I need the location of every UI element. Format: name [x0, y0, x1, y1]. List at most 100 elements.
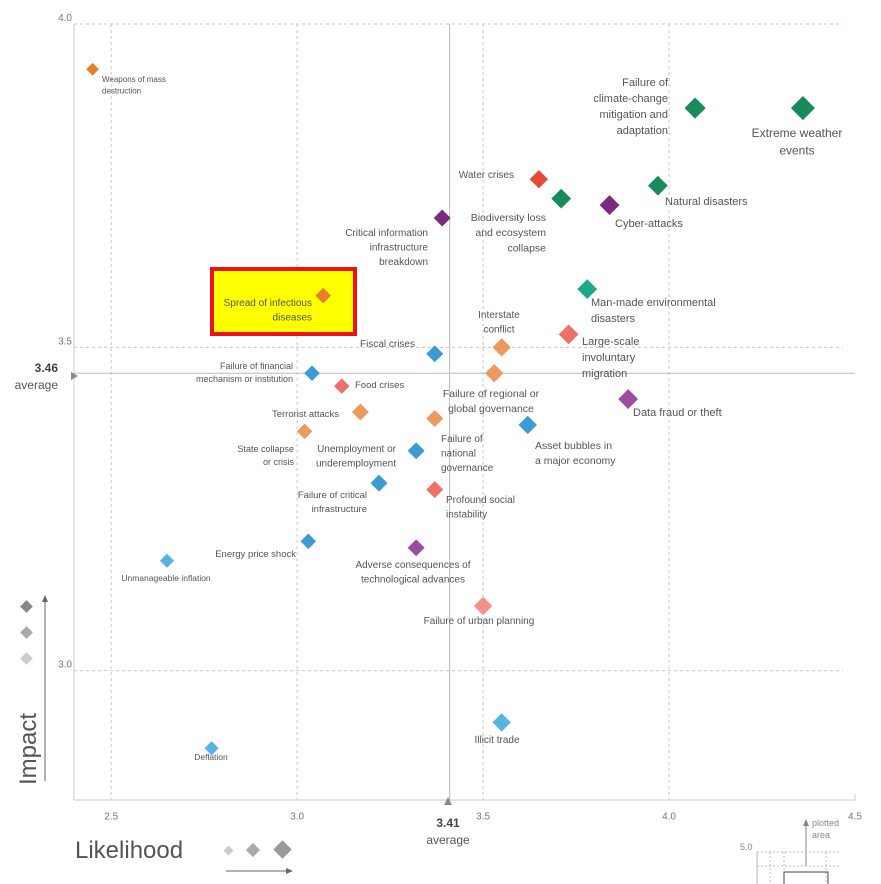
y-tick-label: 4.0	[58, 13, 72, 24]
risk-label: events	[779, 143, 814, 157]
risk-label: Energy price shock	[215, 549, 296, 560]
x-average-marker	[444, 797, 452, 805]
likelihood-arrow-head	[286, 868, 293, 874]
risk-label: diseases	[273, 313, 312, 324]
risk-label: Large-scale	[582, 336, 639, 348]
risk-point	[529, 170, 549, 189]
impact-arrow-head	[42, 595, 48, 602]
risk-label: Food crises	[355, 380, 404, 391]
risk-label: Biodiversity loss	[471, 212, 546, 224]
risk-label: Weapons of mass	[102, 75, 166, 84]
x-tick-label: 3.5	[476, 811, 490, 822]
risk-points: Weapons of mass destruction Extreme weathe…	[86, 62, 843, 762]
risk-point	[492, 713, 511, 732]
risk-label: Profound social	[446, 495, 515, 506]
risk-label: collapse	[507, 242, 546, 254]
risk-point	[790, 96, 815, 121]
risk-label: Failure of	[441, 434, 483, 445]
risk-point	[558, 324, 579, 345]
risk-label: Interstate	[478, 310, 520, 321]
likelihood-legend-diamond-small	[223, 845, 234, 856]
risk-label: infrastructure	[370, 243, 429, 254]
y-tick-label: 3.5	[58, 336, 72, 347]
inset-tick: 5.0	[740, 842, 753, 852]
x-axis-title: Likelihood	[75, 837, 183, 864]
risk-label: global governance	[448, 403, 534, 415]
risk-point	[159, 553, 175, 568]
risk-label: Unemployment or	[317, 444, 397, 455]
y-average-value: 3.46	[35, 361, 59, 375]
risk-point	[551, 188, 572, 209]
risk-point	[86, 62, 99, 76]
risk-label: conflict	[483, 325, 514, 336]
risk-label: Illicit trade	[474, 735, 519, 746]
risk-point	[599, 195, 620, 215]
risk-point	[370, 474, 388, 492]
risk-label: Asset bubbles in	[535, 440, 612, 452]
risk-label: State collapse	[237, 444, 294, 454]
tick-labels: 2.5 3.0 3.5 4.0 4.5 3.0 3.5 4.0	[58, 13, 862, 822]
risk-point	[204, 741, 219, 756]
risk-label: Failure of critical	[298, 490, 367, 501]
risk-label: destruction	[102, 87, 141, 96]
y-average-marker	[71, 372, 78, 380]
risk-point	[473, 596, 493, 616]
risk-label: Failure of regional or	[443, 388, 540, 400]
risk-label: Fiscal crises	[360, 339, 415, 350]
risk-label: Failure of urban planning	[424, 616, 535, 627]
inset-plotted-rect	[783, 871, 829, 884]
inset-label-line1: plotted	[812, 818, 839, 828]
x-tick-label: 4.5	[848, 811, 862, 822]
risk-label: a major economy	[535, 455, 616, 467]
risk-point	[304, 365, 320, 381]
risk-point	[426, 345, 444, 363]
risk-label: Data fraud or theft	[633, 407, 722, 419]
risk-point	[333, 378, 350, 394]
risk-label: climate-change	[593, 93, 668, 105]
inset-label-line2: area	[812, 830, 830, 840]
risk-label: Adverse consequences of	[355, 560, 470, 571]
risk-label: instability	[446, 510, 487, 521]
x-tick-label: 2.5	[104, 811, 118, 822]
average-lines	[74, 24, 855, 800]
risk-label: and ecosystem	[475, 227, 546, 239]
risk-label: Failure of financial	[220, 361, 293, 371]
risk-label: Spread of infectious	[224, 298, 312, 309]
risk-label: Failure of	[622, 77, 669, 89]
x-tick-label: 3.0	[290, 811, 304, 822]
risk-label: underemployment	[316, 459, 396, 470]
risk-point	[647, 175, 668, 196]
risk-label: Terrorist attacks	[272, 409, 339, 420]
risk-point	[426, 481, 444, 499]
impact-legend-diamond-medium	[20, 626, 33, 639]
risk-point	[296, 423, 313, 440]
likelihood-legend-diamond-large	[273, 840, 292, 859]
x-average-label: average	[426, 833, 470, 847]
inset-pointer-head	[803, 819, 809, 826]
risk-label: technological advances	[361, 575, 465, 586]
risk-label: Deflation	[194, 752, 228, 762]
risk-label: Man-made environmental	[591, 297, 716, 309]
risk-label: Unmanageable inflation	[121, 573, 211, 583]
risk-label: disasters	[591, 313, 636, 325]
risk-point	[433, 209, 451, 227]
risk-label: governance	[441, 463, 494, 474]
x-average-value: 3.41	[436, 816, 460, 830]
risk-point	[492, 338, 511, 357]
likelihood-legend-diamond-medium	[245, 842, 261, 858]
risk-label: mechanism or institution	[196, 374, 293, 384]
risk-point	[518, 415, 537, 435]
risk-label: Natural disasters	[665, 196, 748, 208]
grid-lines	[74, 23, 856, 800]
risk-label: adaptation	[617, 125, 668, 137]
risk-label: Extreme weather	[752, 126, 843, 140]
impact-legend-diamond-small	[20, 652, 33, 665]
risk-point	[618, 389, 639, 409]
risk-label: or crisis	[263, 457, 294, 467]
risk-label: Water crises	[459, 170, 514, 181]
y-average-label: average	[15, 378, 59, 392]
risk-label: national	[441, 449, 476, 460]
risk-point	[426, 409, 444, 427]
risk-label: migration	[582, 368, 627, 380]
risk-point	[300, 533, 317, 550]
